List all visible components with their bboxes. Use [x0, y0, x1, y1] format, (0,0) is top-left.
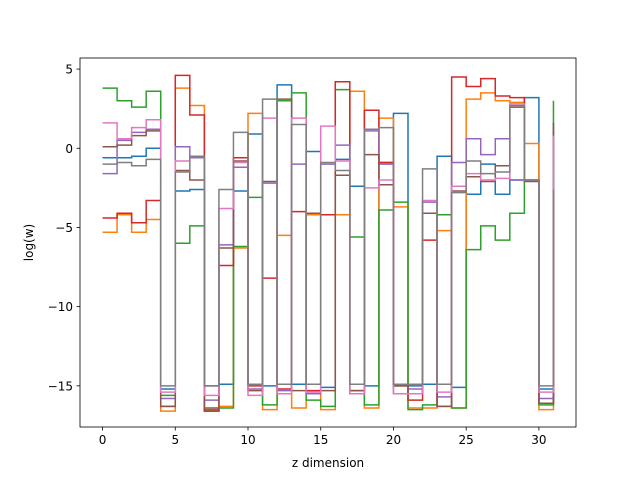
x-axis-label: z dimension — [292, 456, 364, 470]
series-line-2 — [102, 87, 555, 412]
x-tick-label: 15 — [313, 433, 328, 447]
plot-frame — [79, 57, 577, 428]
x-tick-label: 10 — [240, 433, 255, 447]
y-tick-label: −15 — [48, 379, 73, 393]
y-tick-label: 5 — [65, 63, 73, 77]
x-ticks: 0 5 10 15 20 25 30 — [99, 427, 547, 447]
x-tick-label: 25 — [459, 433, 474, 447]
y-tick-label: 0 — [65, 142, 73, 156]
x-tick-label: 5 — [171, 433, 179, 447]
series-line-5 — [102, 122, 555, 401]
y-tick-label: −10 — [48, 300, 73, 314]
x-tick-label: 30 — [531, 433, 546, 447]
series-layer — [102, 74, 555, 412]
x-tick-label: 0 — [99, 433, 107, 447]
x-tick-label: 20 — [386, 433, 401, 447]
y-ticks: 5 0 −5 −10 −15 — [48, 63, 80, 393]
y-tick-label: −5 — [55, 221, 73, 235]
y-axis-label: log(w) — [22, 224, 36, 261]
series-line-8 — [102, 98, 555, 387]
series-line-3 — [102, 87, 555, 411]
series-line-7 — [102, 103, 555, 397]
